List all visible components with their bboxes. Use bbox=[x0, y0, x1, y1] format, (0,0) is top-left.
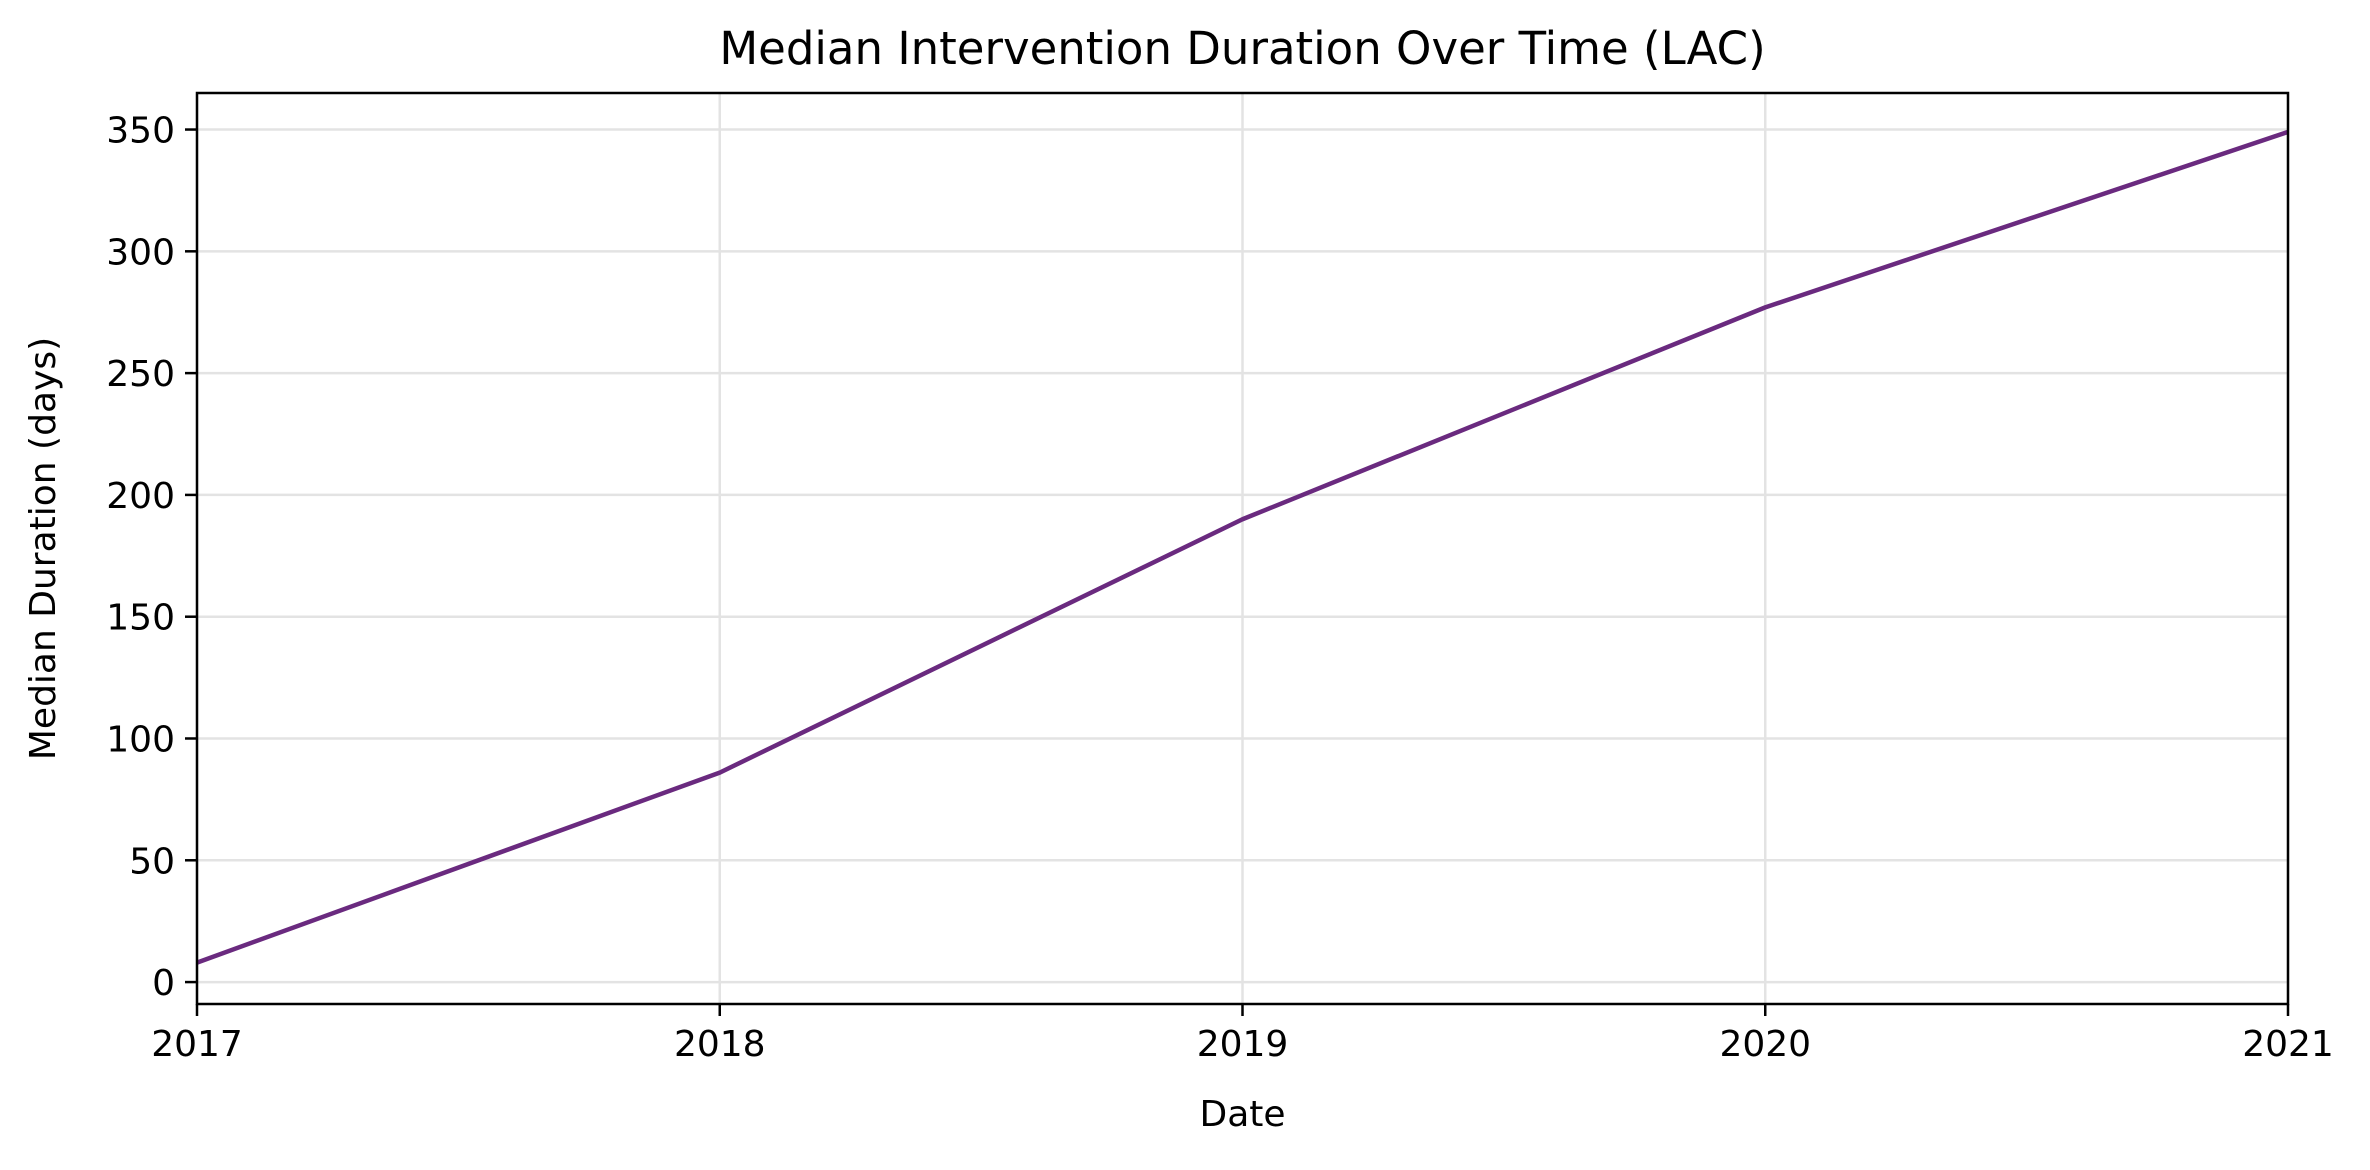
ticks-layer: 0 50 100 150 200 250 300 350 2017 2018 2019 2020 202… bbox=[106, 111, 2334, 1065]
x-tick-label: 2020 bbox=[1719, 1024, 1811, 1065]
y-tick-label: 0 bbox=[152, 963, 175, 1004]
x-tick-label: 2019 bbox=[1197, 1024, 1289, 1065]
y-tick-label: 100 bbox=[106, 719, 175, 760]
y-tick-label: 300 bbox=[106, 232, 175, 273]
y-tick-label: 350 bbox=[106, 111, 175, 152]
y-tick-label: 200 bbox=[106, 476, 175, 517]
x-tick-label: 2018 bbox=[674, 1024, 766, 1065]
x-axis-label: Date bbox=[1199, 1094, 1285, 1135]
y-axis-label: Median Duration (days) bbox=[23, 337, 64, 760]
x-tick-label: 2021 bbox=[2242, 1024, 2334, 1065]
y-tick-label: 250 bbox=[106, 354, 175, 395]
chart-title: Median Intervention Duration Over Time (… bbox=[719, 22, 1765, 75]
grid-layer bbox=[197, 93, 2288, 1004]
x-tick-label: 2017 bbox=[151, 1024, 243, 1065]
y-tick-label: 150 bbox=[106, 598, 175, 639]
y-tick-label: 50 bbox=[129, 841, 175, 882]
